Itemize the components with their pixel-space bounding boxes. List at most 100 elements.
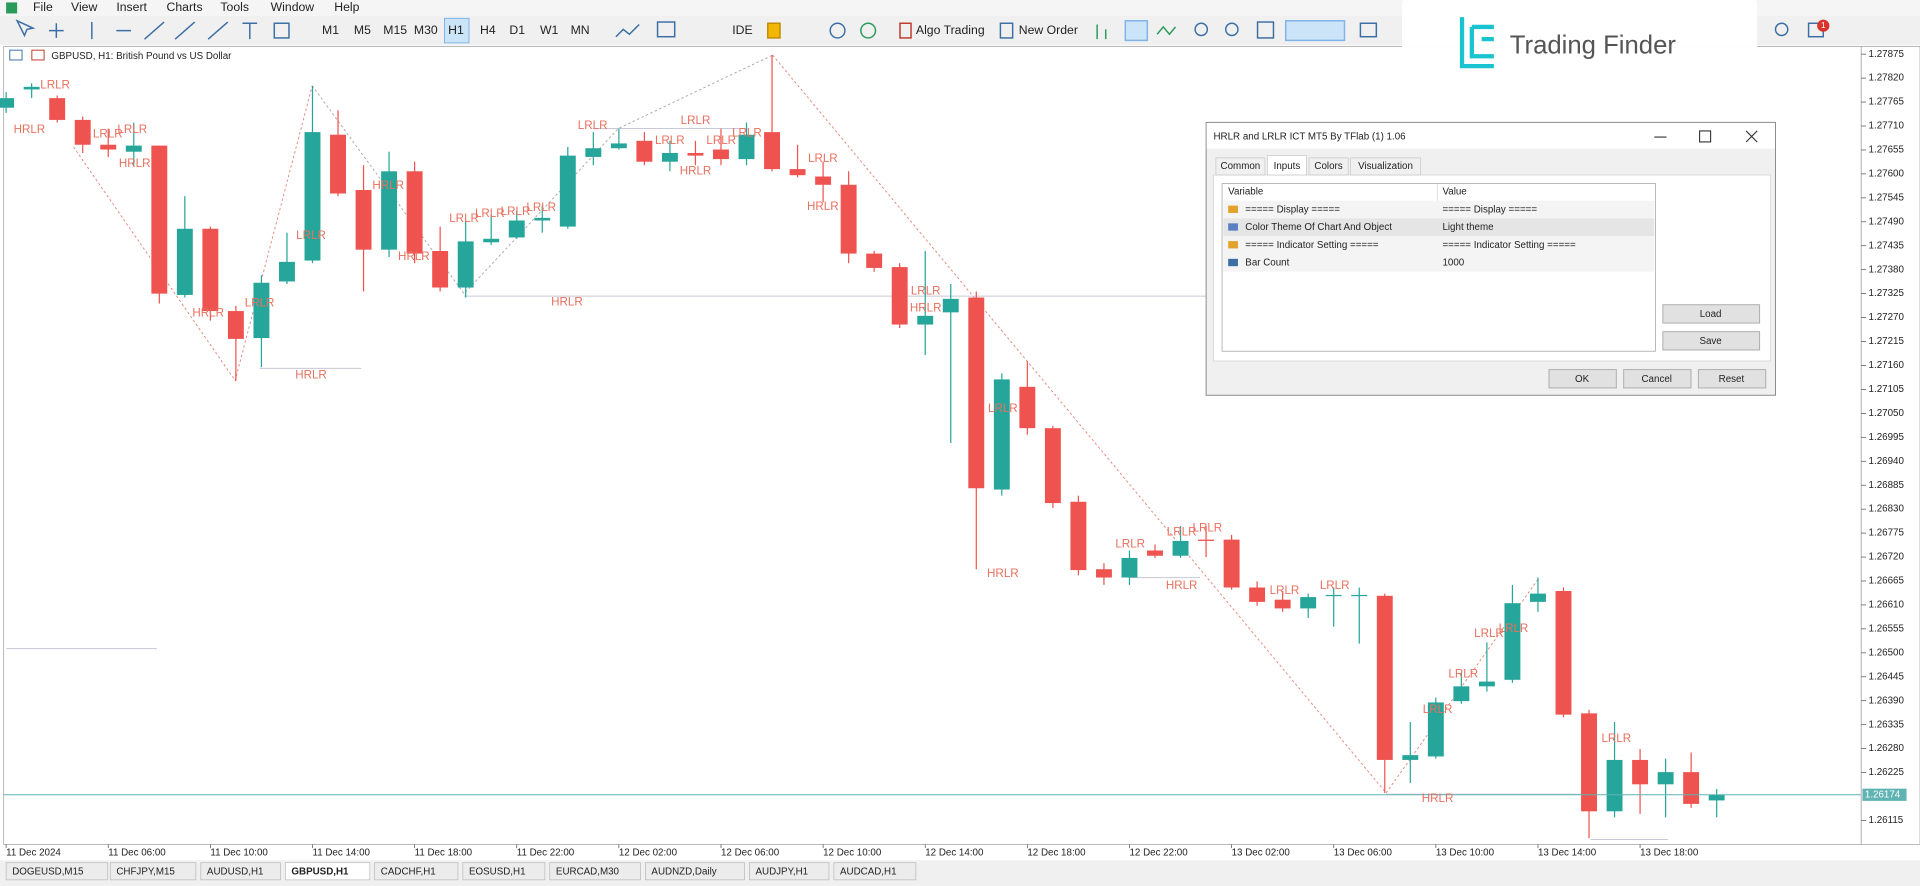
dialog-tab[interactable] <box>1215 157 1266 176</box>
symbol-tab[interactable] <box>549 862 641 881</box>
timeframe-button[interactable]: M1 <box>322 23 339 37</box>
y-tick-label: 1.27600 <box>1869 169 1905 180</box>
symbol-tab[interactable] <box>285 862 371 881</box>
menu-item[interactable]: Charts <box>167 0 203 14</box>
candle-body <box>1632 759 1649 785</box>
dialog-tab[interactable] <box>1308 157 1349 176</box>
y-tick-label: 1.27435 <box>1869 240 1905 251</box>
reset-label[interactable]: Reset <box>1719 374 1745 385</box>
dialog-tab-label[interactable]: Colors <box>1314 161 1342 172</box>
ok-button[interactable] <box>1548 369 1617 389</box>
symbol-tab[interactable] <box>749 862 830 881</box>
dialog-tab-label[interactable]: Inputs <box>1274 161 1301 172</box>
symbol-tab[interactable] <box>645 862 745 881</box>
candle-body <box>330 134 346 194</box>
cancel-label[interactable]: Cancel <box>1642 374 1672 385</box>
menu-item[interactable]: Insert <box>116 0 147 14</box>
save-label[interactable]: Save <box>1699 336 1721 347</box>
ok-label[interactable]: OK <box>1575 374 1590 385</box>
structure-label: HRLR <box>119 157 151 170</box>
timeframe-button[interactable]: MN <box>571 23 590 37</box>
symbol-tab[interactable] <box>374 862 459 881</box>
symbol-tab[interactable] <box>833 862 917 881</box>
timeframe-button[interactable]: D1 <box>509 23 525 37</box>
algo-trading-button[interactable]: Algo Trading <box>916 23 985 37</box>
symbol-tab-label[interactable]: GBPUSD,H1 <box>291 867 349 878</box>
table-cell: Color Theme Of Chart And Object <box>1245 222 1392 233</box>
reset-button[interactable] <box>1697 369 1767 389</box>
y-tick-label: 1.26720 <box>1869 552 1905 563</box>
lock-icon <box>767 22 781 39</box>
window-controls[interactable] <box>1654 130 1758 143</box>
timeframe-button[interactable]: H4 <box>480 23 496 37</box>
price-axis <box>1860 46 1920 845</box>
table-cell: 1000 <box>1442 258 1464 269</box>
y-tick-label: 1.26445 <box>1869 671 1905 682</box>
structure-label: HRLR <box>807 200 839 213</box>
y-tick-label: 1.26665 <box>1869 576 1905 587</box>
table-row[interactable] <box>1223 218 1655 237</box>
symbol-tab-label[interactable]: AUDNZD,Daily <box>651 867 716 878</box>
y-tick-label: 1.27325 <box>1869 288 1905 299</box>
table-cell: Bar Count <box>1245 258 1289 269</box>
menu-item[interactable]: File <box>33 0 53 14</box>
candle-body <box>1427 702 1444 757</box>
candle-body <box>1121 557 1138 578</box>
candle-body <box>432 250 449 288</box>
menu-item[interactable]: Help <box>334 0 359 14</box>
save-button[interactable] <box>1662 331 1761 351</box>
row-icon <box>1228 223 1238 231</box>
symbol-tab[interactable] <box>109 862 197 881</box>
dialog-tab-label[interactable]: Visualization <box>1358 161 1413 172</box>
symbol-tab-label[interactable]: AUDUSD,H1 <box>207 867 264 878</box>
timeframe-button[interactable]: W1 <box>540 23 559 37</box>
table-cell: ===== Display ===== <box>1245 204 1340 215</box>
table-row[interactable] <box>1223 200 1655 219</box>
symbol-tab-label[interactable]: AUDCAD,H1 <box>840 867 897 878</box>
menu-item[interactable]: Tools <box>220 0 249 14</box>
timeframe-button[interactable]: M15 <box>383 23 407 37</box>
timeframe-button[interactable]: M30 <box>414 23 438 37</box>
candle-body <box>406 171 423 254</box>
timeframe-button[interactable]: H1 <box>448 23 464 37</box>
symbol-tab-label[interactable]: EOSUSD,H1 <box>469 867 526 878</box>
load-button[interactable] <box>1662 304 1761 324</box>
timeframe-button[interactable]: M5 <box>354 23 371 37</box>
symbol-tab-label[interactable]: DOGEUSD,M15 <box>12 867 84 878</box>
structure-label: HRLR <box>680 164 712 177</box>
menu-item[interactable]: Window <box>271 0 315 14</box>
x-tick-label: 11 Dec 18:00 <box>415 848 473 859</box>
structure-label: HRLR <box>372 179 404 192</box>
table-row[interactable] <box>1223 236 1655 254</box>
structure-label: LRLR <box>1601 732 1631 745</box>
scroll-icons <box>1284 20 1346 42</box>
active-timeframe-bg <box>444 17 470 44</box>
ide-button[interactable]: IDE <box>732 23 752 37</box>
symbol-tab-label[interactable]: CHFJPY,M15 <box>116 867 175 878</box>
y-tick-label: 1.27545 <box>1869 192 1905 203</box>
symbol-tab[interactable] <box>5 862 109 881</box>
menu-item[interactable]: View <box>71 0 97 14</box>
y-tick-label: 1.26610 <box>1869 600 1905 611</box>
order-icon <box>999 22 1014 39</box>
table-row[interactable] <box>1223 253 1655 272</box>
symbol-tab-label[interactable]: EURCAD,M30 <box>556 867 620 878</box>
app-icon <box>6 2 18 14</box>
structure-label: LRLR <box>1320 579 1350 592</box>
table-cell: ===== Indicator Setting ===== <box>1245 240 1379 251</box>
dialog-tab-label[interactable]: Common <box>1221 161 1261 172</box>
dialog-tab[interactable] <box>1350 157 1421 176</box>
new-order-button[interactable]: New Order <box>1019 23 1078 37</box>
symbol-tab[interactable] <box>462 862 546 881</box>
cancel-button[interactable] <box>1623 369 1692 389</box>
candle-body <box>1325 594 1342 597</box>
symbol-tab-label[interactable]: AUDJPY,H1 <box>756 867 809 878</box>
y-tick-label: 1.26940 <box>1869 456 1905 467</box>
load-label[interactable]: Load <box>1700 309 1722 320</box>
dialog-tab[interactable] <box>1266 155 1307 176</box>
structure-label: LRLR <box>449 212 479 225</box>
symbol-tab[interactable] <box>200 862 281 881</box>
candle-body <box>74 119 91 145</box>
symbol-tab-label[interactable]: CADCHF,H1 <box>381 867 436 878</box>
candle-body <box>1402 755 1419 760</box>
